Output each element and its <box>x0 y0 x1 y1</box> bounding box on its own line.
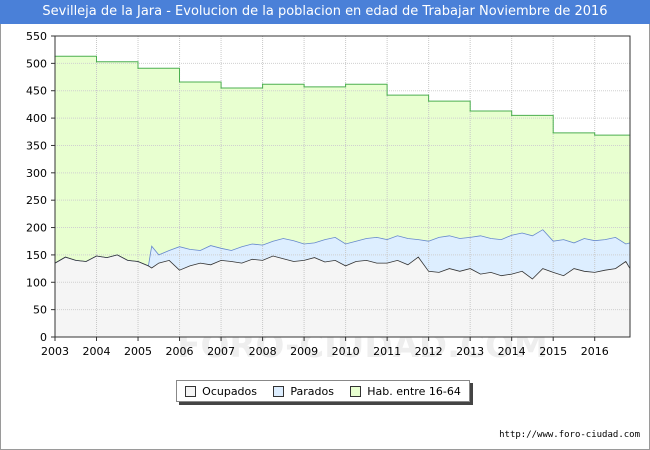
x-tick-label: 2014 <box>498 345 526 358</box>
data-point-habitantes <box>511 114 513 116</box>
data-point-habitantes <box>220 87 222 89</box>
y-tick-label: 0 <box>40 331 47 344</box>
y-tick-label: 200 <box>26 222 47 235</box>
data-point-habitantes <box>594 134 596 136</box>
y-tick-label: 50 <box>33 304 47 317</box>
legend-item-habitantes: Hab. entre 16-64 <box>350 385 461 398</box>
x-tick-label: 2010 <box>332 345 360 358</box>
data-point-habitantes <box>386 94 388 96</box>
x-tick-label: 2003 <box>41 345 69 358</box>
data-point-habitantes <box>95 61 98 63</box>
x-tick-label: 2011 <box>373 345 401 358</box>
area-ocupados <box>55 254 630 337</box>
y-tick-label: 350 <box>26 139 47 152</box>
y-tick-label: 250 <box>26 194 47 207</box>
legend-label-habitantes: Hab. entre 16-64 <box>367 384 461 398</box>
x-tick-label: 2005 <box>124 345 152 358</box>
y-tick-label: 500 <box>26 57 47 70</box>
legend-swatch-parados <box>273 385 285 397</box>
x-tick-label: 2004 <box>83 345 111 358</box>
x-tick-label: 2015 <box>539 345 567 358</box>
y-tick-label: 450 <box>26 85 47 98</box>
series-line-ocupados <box>54 254 631 280</box>
y-tick-label: 550 <box>26 30 47 43</box>
data-point-habitantes <box>345 83 347 85</box>
series-line-parados <box>54 229 631 267</box>
x-tick-label: 2009 <box>290 345 318 358</box>
data-point-habitantes <box>261 83 264 85</box>
x-tick-label: 2008 <box>249 345 277 358</box>
y-tick-label: 150 <box>26 249 47 262</box>
legend-item-parados: Parados <box>273 385 334 398</box>
data-point-habitantes <box>428 100 430 102</box>
x-tick-label: 2006 <box>166 345 194 358</box>
y-tick-label: 100 <box>26 276 47 289</box>
legend-item-ocupados: Ocupados <box>185 385 257 398</box>
data-point-habitantes <box>137 67 139 69</box>
legend-label-parados: Parados <box>290 384 334 398</box>
legend-label-ocupados: Ocupados <box>202 384 258 398</box>
plot-frame <box>54 35 631 338</box>
series-line-habitantes <box>55 55 630 136</box>
population-chart: FORO-CIUDAD.COM0501001502002503003504004… <box>26 30 631 366</box>
data-point-habitantes <box>178 81 181 83</box>
legend-swatch-habitantes <box>350 385 362 397</box>
legend-swatch-ocupados <box>185 385 197 397</box>
source-url[interactable]: http://www.foro-ciudad.com <box>499 430 640 440</box>
y-tick-label: 300 <box>26 167 47 180</box>
x-tick-label: 2012 <box>415 345 443 358</box>
chart-title: Sevilleja de la Jara - Evolucion de la p… <box>0 0 650 24</box>
x-tick-label: 2016 <box>581 345 609 358</box>
chart-legend: Ocupados Parados Hab. entre 16-64 <box>176 380 470 402</box>
data-point-habitantes <box>469 110 471 112</box>
x-tick-label: 2013 <box>456 345 484 358</box>
x-tick-label: 2007 <box>207 345 235 358</box>
data-point-habitantes <box>303 86 305 88</box>
data-point-habitantes <box>552 132 554 134</box>
y-tick-label: 400 <box>26 112 47 125</box>
